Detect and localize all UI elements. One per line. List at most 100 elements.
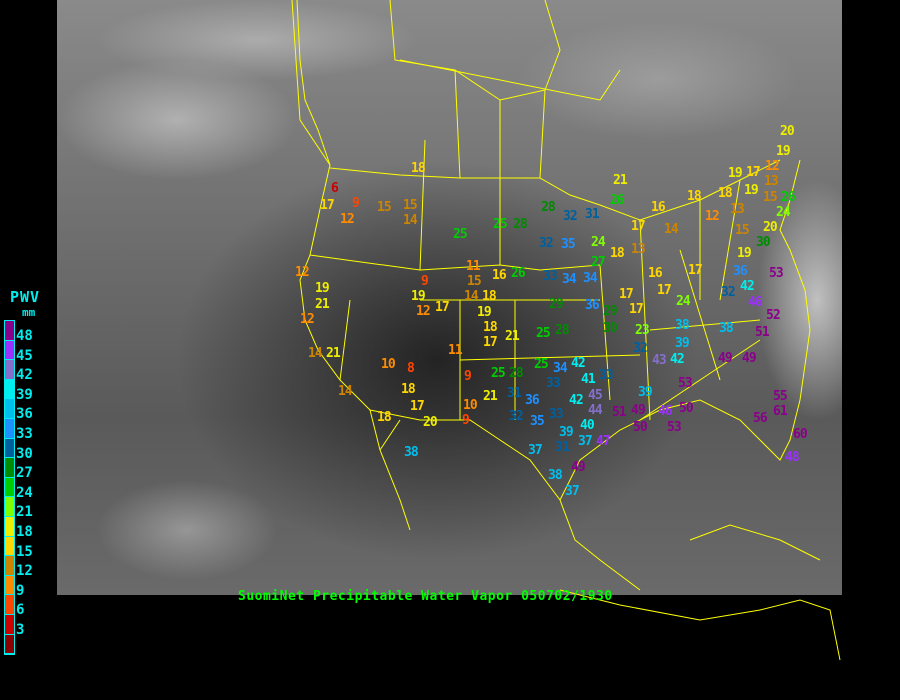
station-pwv-value: 38 [719, 321, 734, 336]
legend-label: 18 [16, 524, 33, 540]
legend-label: 36 [16, 406, 33, 423]
station-pwv-value: 53 [769, 266, 784, 281]
border-line [599, 264, 611, 401]
station-pwv-value: 12 [765, 159, 780, 174]
station-pwv-value: 42 [670, 352, 685, 367]
station-pwv-value: 25 [534, 357, 549, 372]
station-pwv-value: 14 [403, 213, 418, 228]
station-pwv-value: 18 [610, 246, 625, 261]
station-pwv-value: 49 [718, 351, 733, 366]
legend-swatch [5, 321, 14, 341]
legend-title: PWV [10, 288, 41, 306]
station-pwv-value: 21 [505, 329, 520, 344]
station-pwv-value: 34 [583, 271, 598, 286]
border-line [379, 419, 401, 451]
map-caption: SuomiNet Precipitable Water Vapor 050702… [238, 589, 613, 604]
border-line [689, 524, 821, 561]
legend-swatch [5, 379, 14, 400]
legend-swatch [5, 575, 14, 596]
station-pwv-value: 41 [581, 372, 596, 387]
station-pwv-value: 17 [320, 198, 335, 213]
station-pwv-value: 24 [676, 294, 691, 309]
legend-swatch [5, 360, 14, 380]
station-pwv-value: 24 [776, 205, 791, 220]
station-pwv-value: 18 [377, 410, 392, 425]
station-pwv-value: 13 [730, 202, 745, 217]
station-pwv-value: 25 [493, 217, 508, 232]
station-pwv-value: 34 [553, 361, 568, 376]
station-pwv-value: 19 [477, 305, 492, 320]
station-pwv-value: 53 [667, 420, 682, 435]
legend-label: 12 [16, 563, 33, 580]
station-pwv-value: 33 [599, 368, 614, 383]
station-pwv-value: 51 [755, 325, 770, 340]
station-pwv-value: 17 [688, 263, 703, 278]
legend-label: 33 [16, 426, 33, 442]
station-pwv-value: 33 [546, 376, 561, 391]
station-pwv-value: 20 [423, 415, 438, 430]
station-pwv-value: 12 [416, 304, 431, 319]
station-pwv-value: 25 [491, 366, 506, 381]
station-pwv-value: 18 [687, 189, 702, 204]
station-pwv-value: 20 [780, 124, 795, 139]
station-pwv-value: 45 [588, 388, 603, 403]
station-pwv-value: 32 [563, 209, 578, 224]
station-pwv-value: 9 [462, 413, 470, 428]
legend-label: 6 [16, 602, 25, 619]
legend-swatch [5, 595, 14, 615]
legend-swatch [5, 634, 14, 655]
station-pwv-value: 35 [561, 237, 576, 252]
legend-swatch [5, 536, 14, 557]
border-line [291, 0, 331, 166]
border-line [454, 69, 461, 179]
station-pwv-value: 50 [679, 401, 694, 416]
station-pwv-value: 32 [721, 285, 736, 300]
station-pwv-value: 19 [737, 246, 752, 261]
station-pwv-value: 40 [580, 418, 595, 433]
station-pwv-value: 42 [569, 393, 584, 408]
station-pwv-value: 14 [464, 289, 479, 304]
station-pwv-value: 32 [539, 236, 554, 251]
station-pwv-value: 15 [403, 198, 418, 213]
border-line [559, 589, 841, 661]
border-line [639, 219, 651, 421]
station-pwv-value: 15 [467, 274, 482, 289]
station-pwv-value: 10 [381, 357, 396, 372]
legend-label: 15 [16, 543, 33, 560]
station-pwv-value: 13 [631, 242, 646, 257]
legend-swatch [5, 438, 14, 459]
legend-label: 21 [16, 504, 33, 521]
station-pwv-value: 15 [377, 200, 392, 215]
station-pwv-value: 17 [657, 283, 672, 298]
station-pwv-value: 49 [631, 403, 646, 418]
station-pwv-value: 17 [435, 300, 450, 315]
legend-label: 24 [16, 484, 33, 501]
station-pwv-value: 29 [549, 297, 564, 312]
station-pwv-value: 49 [742, 351, 757, 366]
station-pwv-value: 42 [571, 356, 586, 371]
border-line [719, 179, 741, 301]
station-pwv-value: 26 [781, 190, 796, 205]
station-pwv-value: 43 [652, 353, 667, 368]
legend-swatch [5, 516, 14, 537]
station-pwv-value: 38 [404, 445, 419, 460]
station-pwv-value: 31 [507, 386, 522, 401]
legend-swatch [5, 497, 14, 517]
station-pwv-value: 50 [633, 420, 648, 435]
station-pwv-value: 28 [513, 217, 528, 232]
station-pwv-value: 39 [675, 336, 690, 351]
station-pwv-value: 31 [555, 440, 570, 455]
station-pwv-value: 16 [651, 200, 666, 215]
station-pwv-value: 33 [549, 407, 564, 422]
station-pwv-value: 32 [633, 341, 648, 356]
station-pwv-value: 12 [705, 209, 720, 224]
station-pwv-value: 20 [763, 220, 778, 235]
legend-label: 48 [16, 328, 33, 344]
station-pwv-value: 21 [326, 346, 341, 361]
station-pwv-value: 15 [735, 223, 750, 238]
station-pwv-value: 37 [528, 443, 543, 458]
station-pwv-value: 61 [773, 404, 788, 419]
legend-swatch [5, 614, 14, 635]
station-pwv-value: 10 [463, 398, 478, 413]
